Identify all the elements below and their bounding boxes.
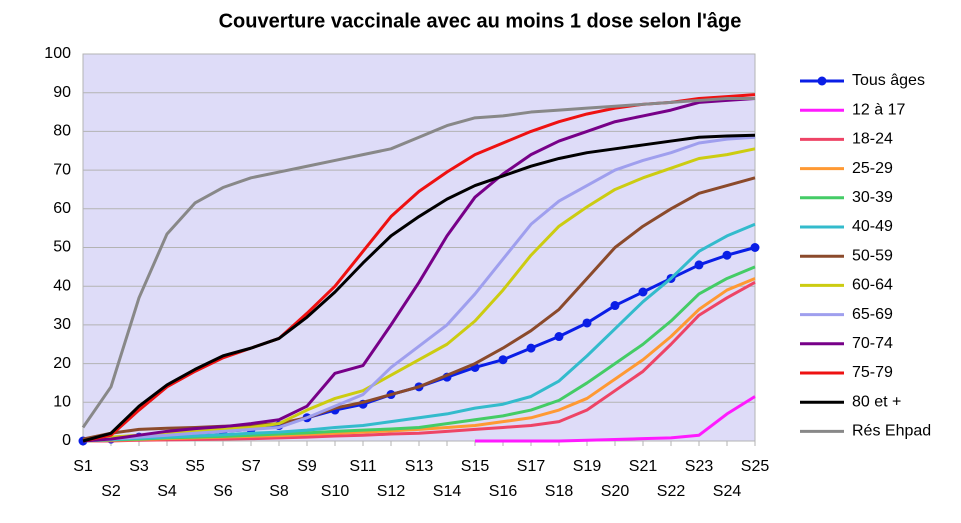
series-line xyxy=(82,97,756,443)
legend-label: 80 et + xyxy=(852,393,901,410)
x-tick-label: S1 xyxy=(73,458,93,475)
x-tick-label: S21 xyxy=(629,458,658,475)
series-marker xyxy=(750,243,760,252)
y-tick-label: 80 xyxy=(53,123,71,140)
x-tick-label: S20 xyxy=(601,483,630,500)
chart-title: Couverture vaccinale avec au moins 1 dos… xyxy=(219,10,742,32)
x-tick-label: S24 xyxy=(713,483,742,500)
x-tick-label: S22 xyxy=(657,483,686,500)
series-marker xyxy=(498,355,508,365)
series-marker xyxy=(722,250,732,260)
x-tick-label: S17 xyxy=(517,458,546,475)
y-tick-label: 70 xyxy=(53,161,71,178)
legend-marker xyxy=(817,76,827,86)
x-tick-label: S23 xyxy=(685,458,714,475)
series-line xyxy=(82,133,756,443)
series-line xyxy=(82,147,756,443)
x-tick-label: S5 xyxy=(185,458,205,475)
series-line xyxy=(82,135,756,443)
x-tick-label: S16 xyxy=(489,483,518,500)
legend-label: 25-29 xyxy=(852,160,893,177)
series-marker xyxy=(554,332,564,342)
legend-label: 40-49 xyxy=(852,218,893,235)
legend-label: 70-74 xyxy=(852,335,893,352)
y-tick-label: 20 xyxy=(53,355,71,372)
legend-label: 60-64 xyxy=(852,277,893,294)
legend-label: 18-24 xyxy=(852,131,893,148)
y-tick-label: 90 xyxy=(53,84,71,101)
series-marker xyxy=(526,343,536,353)
x-tick-label: S7 xyxy=(241,458,261,475)
series-line xyxy=(81,97,755,429)
y-tick-label: 100 xyxy=(44,45,71,62)
y-tick-label: 30 xyxy=(53,316,71,333)
y-tick-label: 50 xyxy=(53,239,71,256)
series-line xyxy=(475,395,756,443)
x-tick-label: S11 xyxy=(349,458,376,475)
legend-label: 75-79 xyxy=(852,364,893,381)
legend-label: 65-69 xyxy=(852,306,893,323)
x-tick-label: S8 xyxy=(269,483,289,500)
x-tick-label: S19 xyxy=(573,458,602,475)
x-tick-label: S13 xyxy=(405,458,434,475)
series-line xyxy=(83,281,756,443)
y-tick-label: 60 xyxy=(53,200,71,217)
legend-label: 30-39 xyxy=(852,189,893,206)
x-tick-label: S9 xyxy=(297,458,317,475)
y-tick-label: 10 xyxy=(53,394,71,411)
x-tick-label: S25 xyxy=(741,458,770,475)
series-marker xyxy=(694,260,704,270)
legend-label: 50-59 xyxy=(852,247,893,264)
legend-label: Rés Ehpad xyxy=(852,423,931,440)
x-tick-label: S10 xyxy=(321,483,350,500)
x-tick-label: S12 xyxy=(377,483,406,500)
series-marker xyxy=(610,301,620,311)
x-tick-label: S14 xyxy=(433,483,462,500)
y-tick-label: 40 xyxy=(53,277,71,294)
x-tick-label: S18 xyxy=(545,483,574,500)
x-tick-label: S4 xyxy=(157,483,177,500)
series-line xyxy=(82,222,756,443)
x-tick-label: S2 xyxy=(101,483,121,500)
y-tick-label: 0 xyxy=(62,432,71,449)
series-marker xyxy=(638,287,648,297)
legend-label: Tous âges xyxy=(852,72,925,89)
legend-label: 12 à 17 xyxy=(852,101,905,118)
x-tick-label: S3 xyxy=(129,458,149,475)
x-tick-label: S15 xyxy=(461,458,490,475)
series-marker xyxy=(582,318,592,328)
x-tick-label: S6 xyxy=(213,483,233,500)
